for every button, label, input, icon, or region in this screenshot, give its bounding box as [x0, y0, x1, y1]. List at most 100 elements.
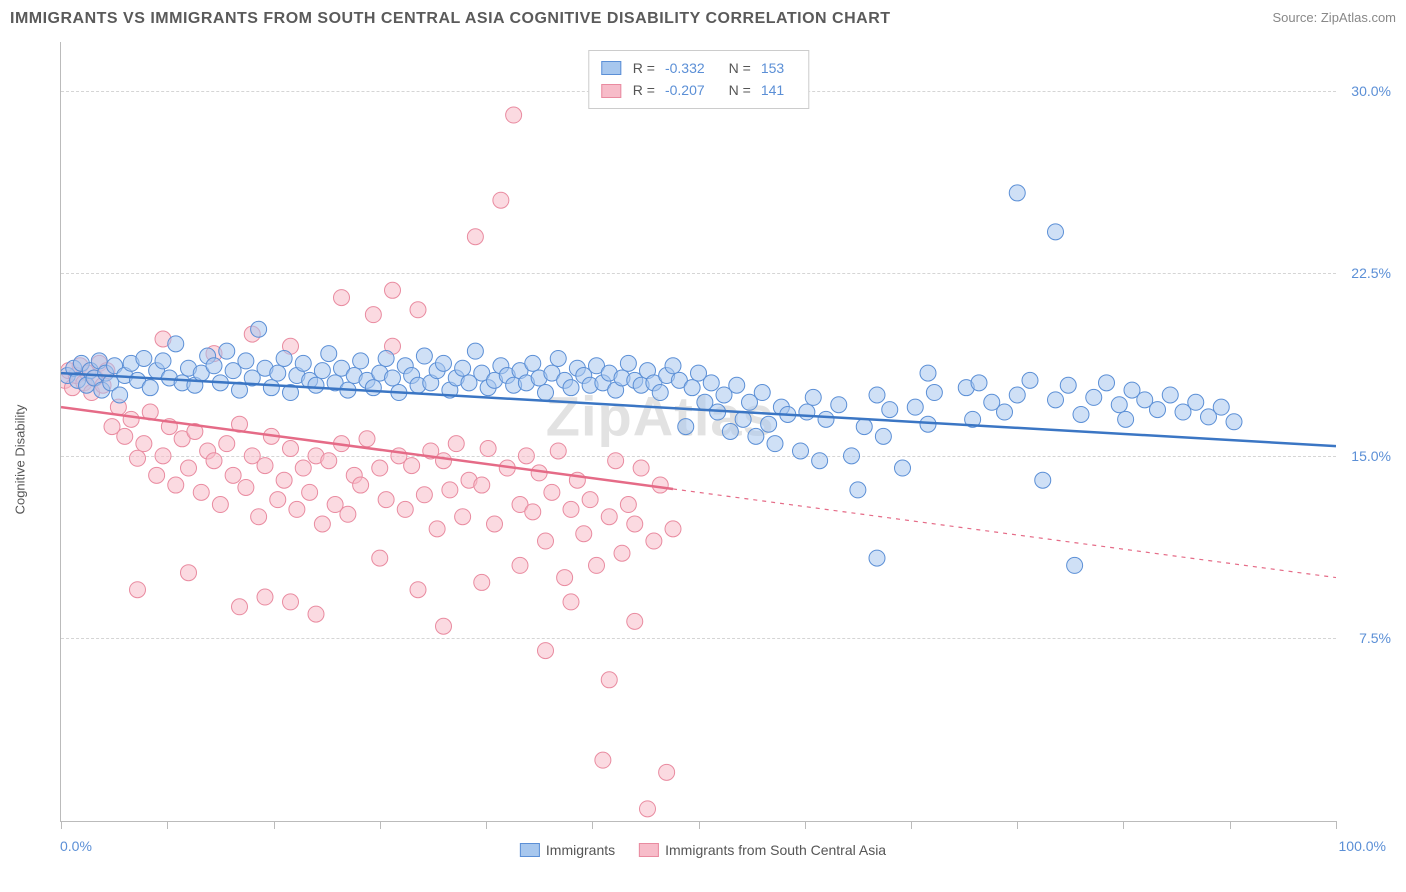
data-point	[1162, 387, 1178, 403]
data-point	[263, 380, 279, 396]
x-tick	[380, 821, 381, 829]
data-point	[1035, 472, 1051, 488]
data-point	[799, 404, 815, 420]
data-point	[270, 492, 286, 508]
data-point	[487, 516, 503, 532]
data-point	[659, 764, 675, 780]
swatch-series-1	[601, 61, 621, 75]
legend-stats-box: R = -0.332 N = 153 R = -0.207 N = 141	[588, 50, 809, 109]
data-point	[844, 448, 860, 464]
data-point	[793, 443, 809, 459]
x-tick	[699, 821, 700, 829]
data-point	[130, 450, 146, 466]
data-point	[869, 387, 885, 403]
data-point	[455, 360, 471, 376]
data-point	[550, 443, 566, 459]
data-point	[206, 358, 222, 374]
data-point	[225, 467, 241, 483]
data-point	[512, 557, 528, 573]
data-point	[436, 453, 452, 469]
data-point	[212, 497, 228, 513]
data-point	[652, 385, 668, 401]
data-point	[206, 453, 222, 469]
data-point	[856, 419, 872, 435]
data-point	[168, 477, 184, 493]
x-tick	[1123, 821, 1124, 829]
y-axis-title: Cognitive Disability	[13, 405, 28, 515]
data-point	[308, 377, 324, 393]
data-point	[193, 484, 209, 500]
data-point	[895, 460, 911, 476]
data-point	[149, 467, 165, 483]
data-point	[627, 613, 643, 629]
data-point	[467, 229, 483, 245]
data-point	[448, 436, 464, 452]
data-point	[155, 353, 171, 369]
data-point	[640, 801, 656, 817]
legend-stats-row-2: R = -0.207 N = 141	[601, 79, 796, 101]
data-point	[416, 487, 432, 503]
legend-label-1: Immigrants	[546, 842, 615, 858]
x-tick	[274, 821, 275, 829]
data-point	[971, 375, 987, 391]
data-point	[589, 557, 605, 573]
data-point	[1022, 372, 1038, 388]
data-point	[557, 570, 573, 586]
data-point	[544, 484, 560, 500]
data-point	[1086, 389, 1102, 405]
data-point	[620, 355, 636, 371]
data-point	[340, 506, 356, 522]
data-point	[1213, 399, 1229, 415]
data-point	[1099, 375, 1115, 391]
data-point	[805, 389, 821, 405]
x-tick	[592, 821, 593, 829]
data-point	[372, 460, 388, 476]
swatch-series-1b	[520, 843, 540, 857]
x-tick	[1336, 821, 1337, 829]
data-point	[436, 355, 452, 371]
data-point	[831, 397, 847, 413]
data-point	[576, 526, 592, 542]
data-point	[754, 385, 770, 401]
data-point	[1188, 394, 1204, 410]
data-point	[130, 582, 146, 598]
data-point	[1226, 414, 1242, 430]
data-point	[761, 416, 777, 432]
plot-area: ZipAtlas R = -0.332 N = 153 R = -0.207 N…	[60, 42, 1336, 822]
data-point	[321, 346, 337, 362]
data-point	[875, 428, 891, 444]
data-point	[582, 492, 598, 508]
data-point	[410, 302, 426, 318]
data-point	[155, 448, 171, 464]
data-point	[525, 355, 541, 371]
data-point	[257, 589, 273, 605]
data-point	[117, 428, 133, 444]
data-point	[238, 353, 254, 369]
data-point	[1048, 392, 1064, 408]
data-point	[926, 385, 942, 401]
data-point	[359, 431, 375, 447]
data-point	[601, 509, 617, 525]
data-point	[1067, 557, 1083, 573]
swatch-series-2	[601, 84, 621, 98]
r-label: R =	[633, 57, 655, 79]
y-tick-label: 30.0%	[1351, 83, 1391, 99]
data-point	[378, 350, 394, 366]
x-tick	[805, 821, 806, 829]
data-point	[283, 441, 299, 457]
data-point	[372, 550, 388, 566]
data-point	[365, 380, 381, 396]
data-point	[735, 411, 751, 427]
data-point	[1009, 185, 1025, 201]
data-point	[627, 516, 643, 532]
x-tick	[1230, 821, 1231, 829]
data-point	[646, 533, 662, 549]
data-point	[538, 385, 554, 401]
data-point	[538, 533, 554, 549]
x-tick	[61, 821, 62, 829]
data-point	[474, 574, 490, 590]
x-tick	[486, 821, 487, 829]
legend-item-1: Immigrants	[520, 842, 615, 858]
x-tick	[911, 821, 912, 829]
data-point	[493, 192, 509, 208]
